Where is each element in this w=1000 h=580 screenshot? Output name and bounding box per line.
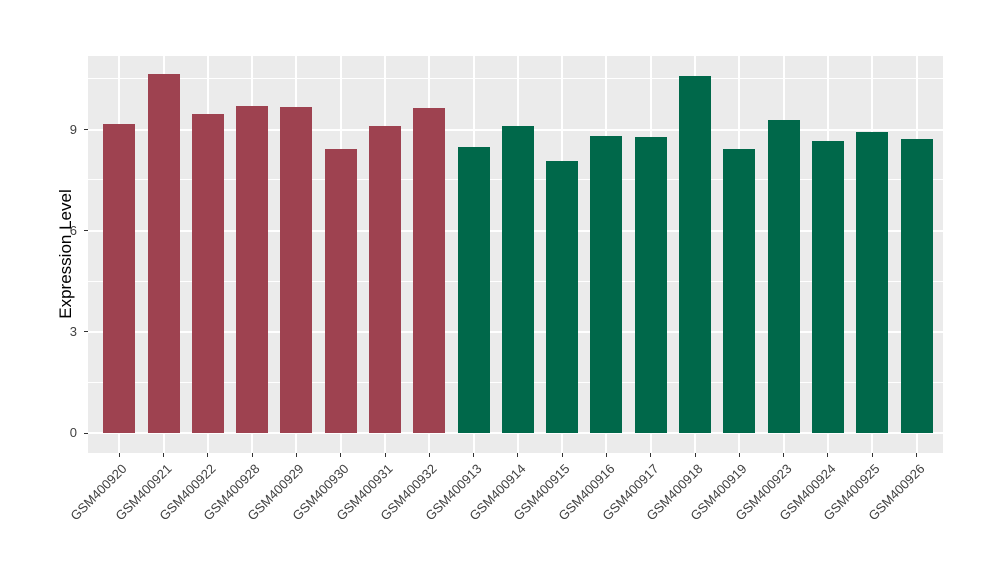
x-tick-mark-GSM400914	[517, 453, 519, 457]
bar-GSM400929	[280, 106, 313, 433]
y-tick-label-6: 6	[69, 222, 77, 238]
x-tick-mark-GSM400925	[871, 453, 873, 457]
y-tick-label-0: 0	[69, 425, 77, 440]
x-tick-mark-GSM400931	[384, 453, 386, 457]
bar-GSM400930	[324, 149, 357, 433]
x-axis: GSM400920 GSM400921 GSM400922 GSM400928 GSM4…	[0, 453, 1000, 580]
y-axis-title: Expression Level	[56, 189, 75, 319]
y-tick-label-9: 9	[69, 121, 77, 137]
bar-GSM400932	[413, 107, 446, 433]
gridline-minor-10.5	[88, 78, 943, 80]
y-tick-mark-9	[84, 129, 88, 131]
x-tick-mark-GSM400916	[605, 453, 607, 457]
bar-GSM400926	[900, 139, 933, 433]
bar-GSM400921	[147, 74, 180, 433]
x-tick-mark-GSM400932	[428, 453, 430, 457]
bar-GSM400917	[634, 136, 667, 433]
x-tick-mark-GSM400926	[916, 453, 918, 457]
bar-GSM400925	[856, 131, 889, 433]
y-tick-mark-0	[84, 432, 88, 434]
bar-GSM400915	[546, 160, 579, 433]
x-tick-mark-GSM400917	[650, 453, 652, 457]
plot-panel	[88, 56, 943, 453]
bar-GSM400919	[723, 148, 756, 433]
y-tick-mark-3	[84, 331, 88, 333]
x-tick-mark-GSM400930	[340, 453, 342, 457]
bar-GSM400918	[679, 76, 712, 433]
bar-GSM400931	[369, 126, 402, 433]
bar-GSM400916	[590, 136, 623, 433]
x-tick-mark-GSM400928	[251, 453, 253, 457]
bar-GSM400914	[501, 125, 534, 433]
x-tick-mark-GSM400923	[783, 453, 785, 457]
bar-GSM400920	[103, 123, 136, 433]
x-tick-mark-GSM400929	[295, 453, 297, 457]
bar-GSM400923	[767, 119, 800, 433]
x-tick-mark-GSM400924	[827, 453, 829, 457]
x-tick-mark-GSM400921	[163, 453, 165, 457]
x-tick-mark-GSM400919	[738, 453, 740, 457]
y-tick-label-3: 3	[69, 323, 77, 339]
x-tick-mark-GSM400920	[118, 453, 120, 457]
x-tick-mark-GSM400918	[694, 453, 696, 457]
x-tick-mark-GSM400922	[207, 453, 209, 457]
x-tick-mark-GSM400915	[561, 453, 563, 457]
gridline-major-0	[88, 432, 943, 434]
bar-GSM400928	[236, 106, 269, 433]
y-tick-mark-6	[84, 230, 88, 232]
bar-GSM400922	[191, 114, 224, 433]
x-tick-mark-GSM400913	[473, 453, 475, 457]
bar-GSM400913	[457, 146, 490, 433]
bar-GSM400924	[811, 141, 844, 433]
